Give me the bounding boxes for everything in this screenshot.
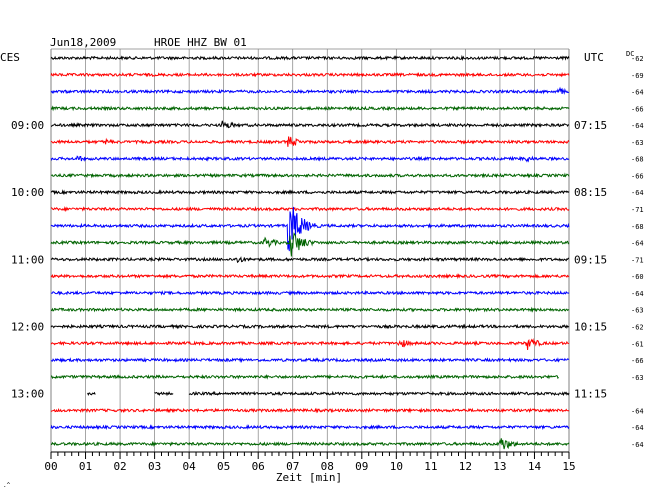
left-timezone: CES [0, 51, 20, 64]
trace-row-10 [50, 206, 570, 252]
x-axis: 00 01 02 03 04 05 06 07 08 09 10 11 12 13 14 15 [44, 451, 576, 473]
x-tick-label: 03 [148, 460, 161, 473]
right-time-label: 09:15 [574, 253, 607, 266]
trace-row-20 [87, 390, 570, 397]
dc-value: -64 [631, 441, 644, 449]
trace-row-2 [50, 86, 569, 95]
trace-row-3 [50, 105, 570, 112]
header-station: HROE HHZ BW 01 [154, 36, 247, 49]
trace-row-17 [50, 337, 570, 351]
dc-value: -64 [631, 189, 644, 197]
dc-value: -61 [631, 340, 644, 348]
dc-value: -71 [631, 206, 644, 214]
dc-value: -66 [631, 357, 644, 365]
trace-row-11 [50, 232, 570, 257]
x-axis-label: Zeit [min] [276, 471, 342, 484]
dc-value: -66 [631, 105, 644, 113]
x-tick-label: 10 [390, 460, 403, 473]
trace-row-13 [50, 273, 570, 280]
dc-value: -64 [631, 240, 644, 248]
x-tick-label: 02 [113, 460, 126, 473]
right-time-label: 07:15 [574, 119, 607, 132]
dc-value: -63 [631, 307, 644, 315]
dc-value: -63 [631, 139, 644, 147]
dc-value: -68 [631, 156, 644, 164]
dc-value: -66 [631, 172, 644, 180]
right-time-label: 10:15 [574, 320, 607, 333]
dc-value: -71 [631, 256, 644, 264]
trace-row-6 [50, 155, 570, 163]
dc-value: -64 [631, 424, 644, 432]
trace-row-7 [50, 172, 570, 179]
corner-mark: .^ [3, 482, 11, 489]
x-tick-label: 08 [321, 460, 334, 473]
trace-row-0 [50, 54, 570, 61]
trace-row-5 [50, 136, 570, 147]
left-time-label: 11:00 [11, 253, 44, 266]
left-time-label: 12:00 [11, 320, 44, 333]
dc-value: -62 [631, 55, 644, 63]
trace-row-1 [50, 71, 570, 78]
right-time-label: 08:15 [574, 186, 607, 199]
x-tick-label: 04 [183, 460, 197, 473]
x-tick-label: 12 [459, 460, 472, 473]
trace-row-9 [50, 205, 570, 213]
trace-row-18 [50, 357, 570, 364]
dc-value: -64 [631, 89, 644, 97]
left-time-labels: 09:00 10:00 11:00 12:00 13:00 [11, 119, 44, 400]
x-tick-label: 13 [493, 460, 506, 473]
dc-header: DC [626, 50, 634, 58]
trace-row-15 [50, 306, 570, 313]
trace-row-12 [50, 256, 569, 264]
x-tick-label: 09 [355, 460, 368, 473]
right-time-label: 11:15 [574, 388, 607, 401]
trace-row-16 [50, 323, 570, 330]
dc-value: -69 [631, 72, 644, 80]
trace-row-23 [50, 438, 570, 450]
dc-value: -64 [631, 290, 644, 298]
dc-value: -64 [631, 122, 644, 130]
right-timezone: UTC [584, 51, 604, 64]
right-time-labels: 07:15 08:15 09:15 10:15 11:15 [574, 119, 607, 400]
x-tick-label: 06 [252, 460, 265, 473]
trace-row-19 [51, 373, 559, 380]
header-date: Jun18,2009 [50, 36, 116, 49]
dc-value: -68 [631, 223, 644, 231]
x-tick-label: 11 [424, 460, 437, 473]
x-tick-label: 14 [528, 460, 542, 473]
trace-row-21 [50, 407, 570, 414]
left-time-label: 09:00 [11, 119, 44, 132]
trace-row-4 [51, 120, 570, 129]
trace-row-14 [50, 289, 570, 296]
x-tick-label: 05 [217, 460, 230, 473]
left-time-label: 10:00 [11, 186, 44, 199]
trace-row-8 [50, 189, 570, 196]
dc-value-labels: -62 -69 -64 -66 -64 -63 -68 -66 -64 -71 -68 -64 -71 -… [631, 55, 644, 449]
left-time-label: 13:00 [11, 388, 44, 401]
x-tick-label: 00 [44, 460, 57, 473]
x-tick-label: 07 [286, 460, 299, 473]
dc-value: -62 [631, 323, 644, 331]
trace-row-22 [50, 424, 570, 431]
trace-group [50, 54, 570, 450]
dc-value: -64 [631, 407, 644, 415]
dc-value: -63 [631, 374, 644, 382]
minute-grid [50, 48, 570, 452]
x-tick-label: 15 [562, 460, 575, 473]
dc-value: -60 [631, 273, 644, 281]
x-tick-label: 01 [79, 460, 92, 473]
